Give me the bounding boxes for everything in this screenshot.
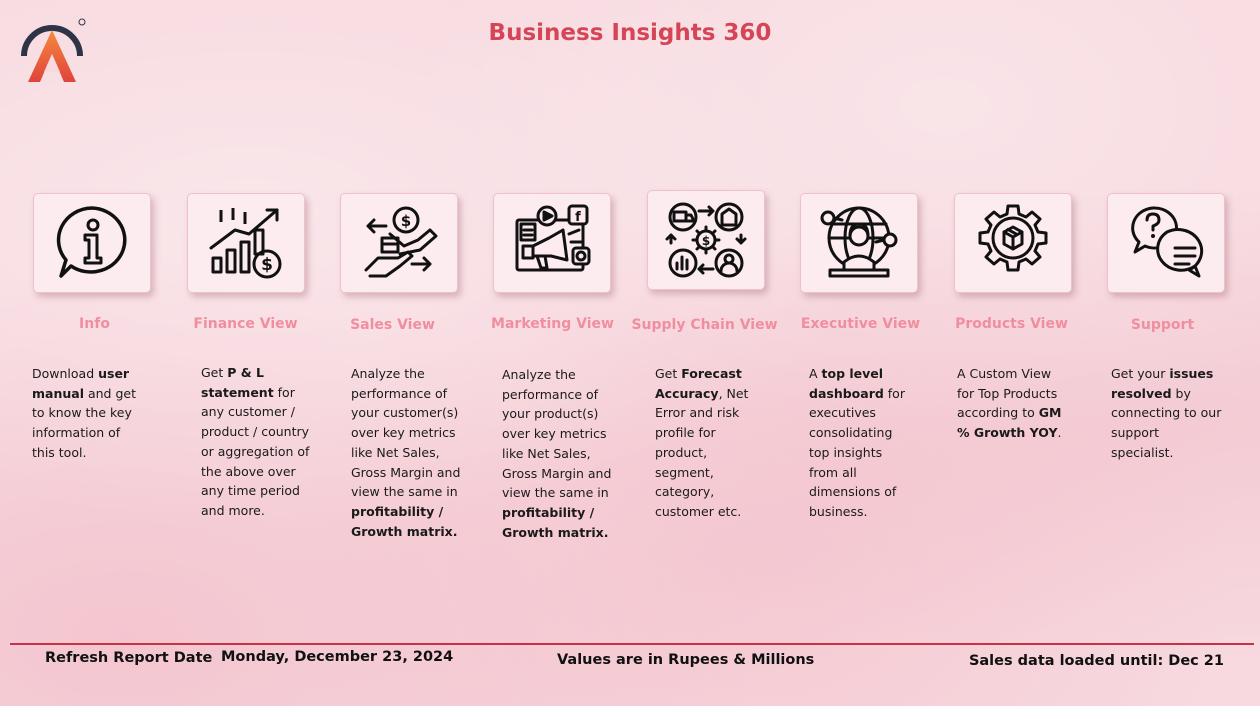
finance-tile[interactable]: $: [187, 193, 305, 293]
info-label[interactable]: Info: [79, 316, 110, 332]
description-emphasis: profitability / Growth matrix.: [351, 503, 458, 539]
supply-chain-view-label[interactable]: Supply Chain View: [631, 317, 778, 333]
refresh-report-label: Refresh Report Date: [45, 650, 213, 666]
footer-divider: [10, 643, 1254, 645]
description-emphasis: GM % Growth YOY: [957, 405, 1062, 441]
support-label[interactable]: Support: [1130, 317, 1195, 333]
executive-view-description: A top level dashboard for executives con…: [809, 364, 914, 522]
page-title: Business Insights 360: [488, 20, 772, 46]
finance-view-label[interactable]: Finance View: [193, 316, 298, 332]
description-text: A Custom View for Top Products according…: [957, 366, 1058, 421]
supply-chain-view-description: Get Forecast Accuracy, Net Error and ris…: [655, 364, 755, 522]
support-chat-icon: [1131, 206, 1204, 278]
products-tile[interactable]: [954, 193, 1072, 293]
description-text: by connecting to our support specialist.: [1111, 385, 1222, 460]
support-tile[interactable]: [1107, 193, 1225, 293]
description-text: and get to know the key information of t…: [32, 385, 136, 460]
marketing-megaphone-icon: f: [515, 204, 591, 272]
description-emphasis: profitability / Growth matrix.: [502, 504, 609, 540]
description-emphasis: P & L statement: [201, 365, 274, 400]
executive-view-label[interactable]: Executive View: [800, 316, 921, 332]
description-text: for executives consolidating top insight…: [809, 385, 905, 519]
svg-text:f: f: [575, 210, 581, 225]
support-description: Get your issues resolved by connecting t…: [1111, 364, 1223, 463]
description-text: Analyze the performance of your customer…: [351, 366, 461, 500]
sales-tile[interactable]: $: [340, 193, 458, 293]
description-emphasis: Forecast Accuracy: [655, 366, 742, 401]
description-emphasis: top level dashboard: [809, 366, 884, 401]
products-view-label[interactable]: Products View: [955, 316, 1068, 332]
finance-view-description: Get P & L statement for any customer / p…: [201, 363, 311, 521]
refresh-report-date: Monday, December 23, 2024: [221, 649, 454, 665]
products-view-description: A Custom View for Top Products according…: [957, 364, 1069, 443]
description-text: for any customer / product / country or …: [201, 384, 310, 518]
description-text: Download: [32, 366, 99, 381]
description-emphasis: issues resolved: [1111, 366, 1214, 401]
description-text: .: [1057, 425, 1062, 441]
marketing-view-description: Analyze the performance of your product(…: [502, 365, 614, 542]
svg-text:$: $: [401, 212, 411, 230]
products-gear-icon: [978, 204, 1048, 272]
info-tile[interactable]: [33, 193, 151, 293]
company-logo: [16, 16, 88, 88]
sales-handshake-icon: $: [364, 206, 438, 278]
description-text: , Net Error and risk profile for product…: [655, 385, 749, 519]
supply-chain-icon: $: [665, 202, 747, 278]
svg-text:$: $: [261, 255, 273, 275]
info-description: Download user manual and get to know the…: [32, 364, 144, 463]
svg-text:$: $: [702, 234, 710, 248]
units-note: Values are in Rupees & Millions: [557, 652, 815, 668]
marketing-view-label[interactable]: Marketing View: [491, 316, 614, 332]
finance-chart-icon: $: [209, 208, 282, 279]
sales-view-description: Analyze the performance of your customer…: [351, 364, 463, 541]
sales-loaded-until: Sales data loaded until: Dec 21: [968, 653, 1224, 669]
description-text: Analyze the performance of your product(…: [502, 367, 612, 501]
description-text: Get: [201, 365, 228, 380]
marketing-tile[interactable]: f: [493, 193, 611, 293]
description-emphasis: user manual: [32, 366, 130, 401]
supply-chain-tile[interactable]: $: [647, 190, 765, 290]
info-icon: [56, 206, 127, 278]
description-text: A: [809, 366, 822, 381]
description-text: Get your: [1111, 366, 1170, 381]
executive-tile[interactable]: [800, 193, 918, 293]
description-text: Get: [655, 366, 682, 381]
sales-view-label[interactable]: Sales View: [350, 317, 435, 333]
executive-icon: [820, 206, 898, 278]
